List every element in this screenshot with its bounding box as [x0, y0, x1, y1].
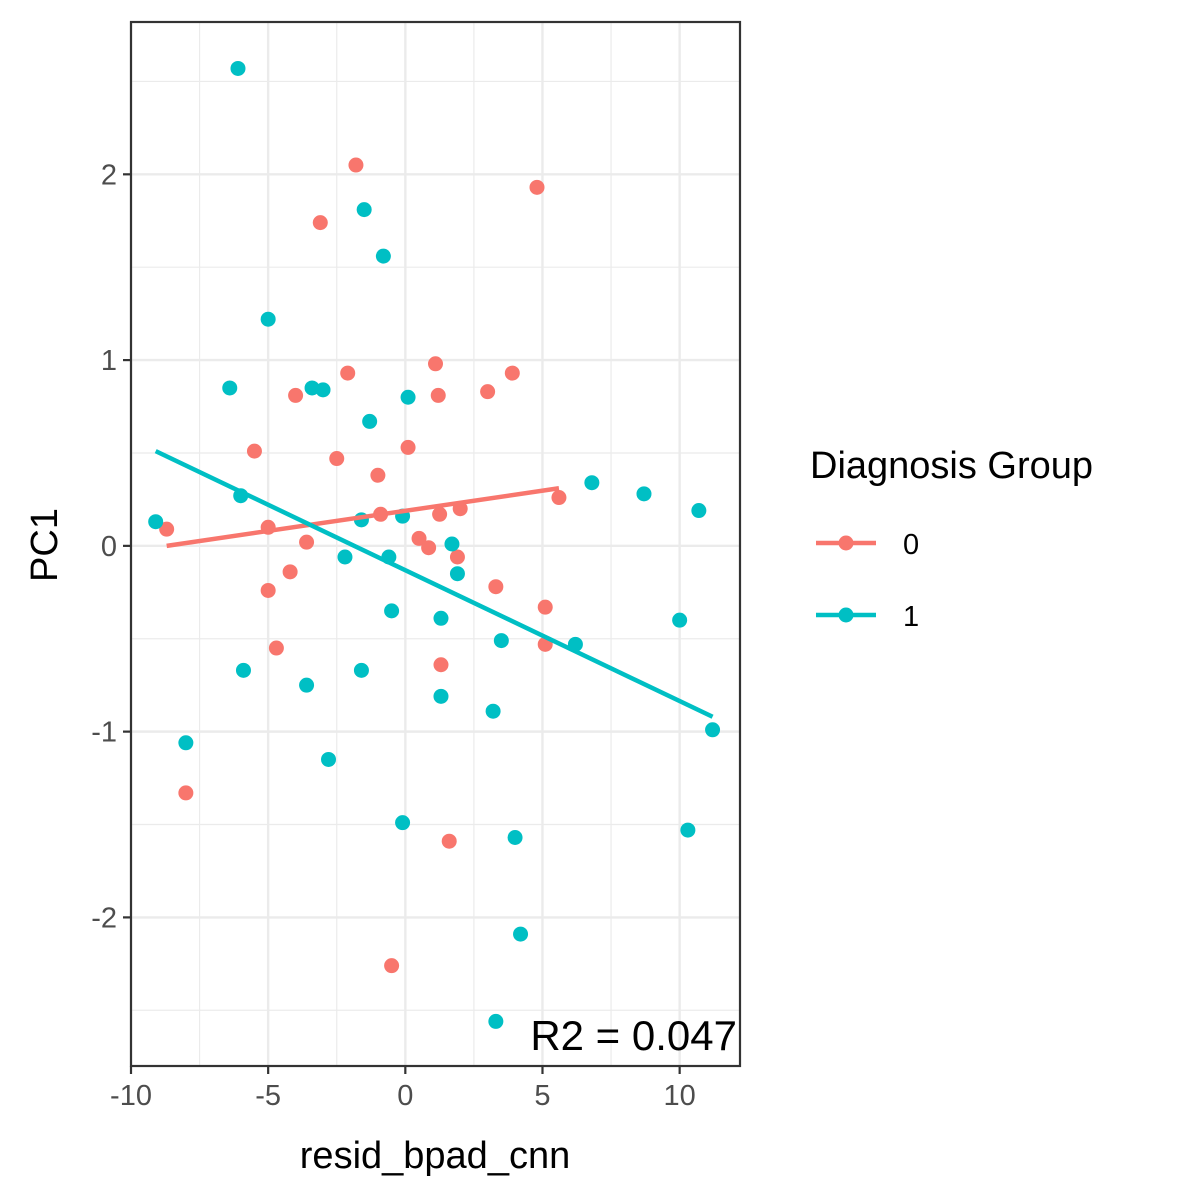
trend-line-group-0 — [166, 486, 560, 549]
data-point-group-1 — [222, 380, 238, 396]
data-point-group-1 — [705, 722, 721, 738]
data-point-group-0 — [537, 599, 553, 615]
y-tick-label: -2 — [91, 902, 117, 934]
data-point-group-0 — [551, 490, 567, 506]
legend-key-point-1 — [838, 607, 854, 623]
trend-line-group-1 — [154, 449, 714, 719]
data-point-group-0 — [299, 534, 315, 550]
data-point-group-0 — [449, 549, 465, 565]
data-point-group-1 — [636, 486, 652, 502]
data-point-group-0 — [428, 356, 443, 372]
data-point-group-0 — [178, 785, 194, 801]
data-point-group-0 — [348, 157, 364, 173]
data-point-group-0 — [246, 443, 262, 459]
data-point-group-1 — [178, 735, 194, 751]
data-point-group-1 — [444, 536, 460, 552]
data-point-group-0 — [384, 958, 400, 974]
data-point-group-1 — [321, 751, 337, 767]
data-point-group-0 — [529, 179, 545, 195]
legend-title: Diagnosis Group — [810, 445, 1093, 487]
legend-label-0: 0 — [903, 529, 919, 561]
data-point-group-0 — [340, 365, 356, 381]
data-point-group-1 — [230, 60, 246, 76]
data-point-group-1 — [356, 202, 372, 218]
data-point-group-0 — [432, 506, 448, 522]
data-point-group-0 — [411, 530, 427, 546]
data-point-group-0 — [260, 582, 276, 598]
data-point-group-0 — [441, 833, 457, 849]
data-point-group-1 — [299, 677, 315, 693]
data-point-group-1 — [433, 688, 449, 704]
data-point-group-0 — [159, 521, 175, 537]
y-tick-label: -1 — [91, 717, 117, 749]
data-point-group-0 — [370, 467, 386, 483]
x-tick-label: 10 — [664, 1080, 696, 1112]
y-axis-title: PC1 — [24, 508, 66, 582]
data-point-group-1 — [507, 830, 523, 846]
data-point-group-1 — [493, 633, 509, 649]
data-point-group-0 — [288, 387, 304, 403]
data-point-group-1 — [337, 549, 353, 565]
data-point-group-0 — [282, 564, 298, 580]
data-point-group-1 — [680, 822, 696, 838]
data-point-group-0 — [480, 384, 496, 400]
data-point-group-0 — [329, 451, 345, 467]
legend: Diagnosis Group 0 1 — [810, 445, 1093, 633]
data-point-group-1 — [400, 389, 416, 405]
data-point-group-1 — [395, 815, 411, 831]
data-point-group-0 — [488, 579, 504, 595]
data-point-group-1 — [384, 603, 400, 619]
data-point-group-1 — [148, 514, 164, 530]
data-point-group-1 — [449, 566, 465, 582]
x-tick-label: -5 — [255, 1080, 281, 1112]
data-point-group-1 — [584, 475, 600, 491]
y-tick-label: 0 — [101, 531, 117, 563]
x-axis-title: resid_bpad_cnn — [300, 1135, 570, 1177]
data-point-group-0 — [421, 540, 437, 556]
data-point-group-0 — [400, 439, 416, 455]
r2-annotation: R2 = 0.047 — [530, 1012, 737, 1059]
x-tick-label: 5 — [534, 1080, 550, 1112]
data-point-group-1 — [235, 662, 251, 678]
x-tick-label: 0 — [397, 1080, 413, 1112]
legend-key-point-0 — [838, 535, 854, 551]
legend-label-1: 1 — [903, 601, 919, 633]
x-tick-label: -10 — [110, 1080, 152, 1112]
y-tick-label: 1 — [101, 345, 117, 377]
data-point-group-1 — [315, 382, 331, 398]
data-point-group-1 — [433, 610, 449, 626]
data-point-group-1 — [488, 1013, 504, 1029]
data-point-group-0 — [433, 657, 449, 673]
y-tick-label: 2 — [101, 159, 117, 191]
data-point-group-1 — [353, 662, 369, 678]
data-point-group-1 — [260, 311, 276, 327]
data-point-group-1 — [362, 413, 378, 429]
data-point-group-0 — [312, 215, 328, 231]
data-point-group-0 — [504, 365, 520, 381]
data-point-group-0 — [430, 387, 446, 403]
panel-border — [129, 20, 742, 1068]
data-point-group-1 — [513, 926, 529, 942]
data-point-group-1 — [485, 703, 501, 719]
data-point-group-1 — [375, 248, 391, 264]
data-point-group-1 — [672, 612, 688, 628]
data-point-group-0 — [268, 640, 284, 656]
data-point-group-1 — [691, 503, 707, 519]
